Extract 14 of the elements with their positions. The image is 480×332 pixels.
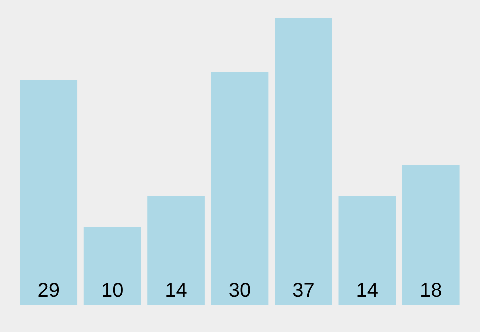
bar (84, 227, 142, 305)
data-label: 18 (420, 280, 442, 302)
data-label: 14 (356, 280, 379, 302)
bar (338, 196, 396, 305)
data-label: 14 (165, 280, 188, 302)
bar (20, 80, 78, 305)
bar (275, 18, 332, 305)
data-label: 37 (292, 280, 315, 302)
bar (402, 165, 460, 305)
data-label: 10 (101, 280, 124, 302)
bar (211, 72, 269, 305)
data-label: 30 (228, 280, 252, 302)
bar (148, 196, 205, 305)
data-label: 29 (38, 280, 60, 302)
